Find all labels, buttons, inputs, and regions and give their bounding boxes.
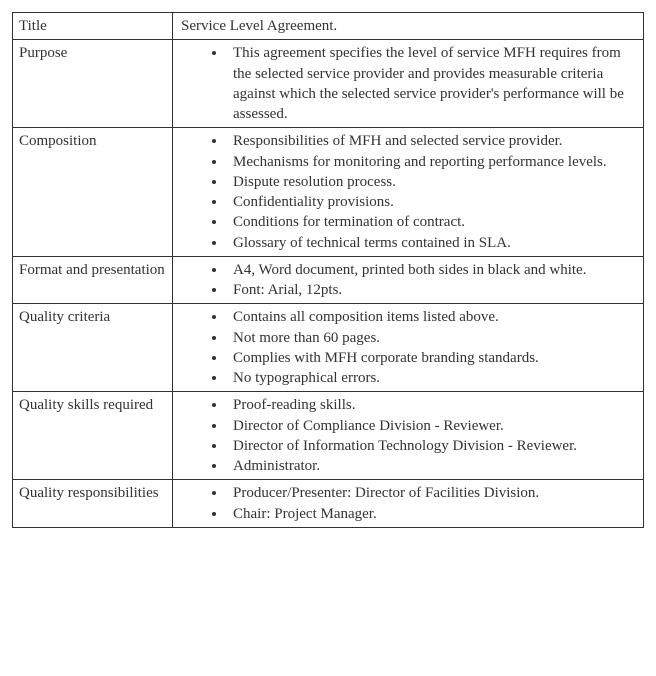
list-item: Conditions for termination of contract. [227, 212, 637, 232]
bullet-list: This agreement specifies the level of se… [179, 43, 637, 124]
list-item: Not more than 60 pages. [227, 328, 637, 348]
row-content: Service Level Agreement. [173, 13, 644, 40]
row-label: Composition [13, 128, 173, 257]
row-text: Service Level Agreement. [179, 16, 637, 36]
row-content: Proof-reading skills. Director of Compli… [173, 392, 644, 480]
table-row: Purpose This agreement specifies the lev… [13, 40, 644, 128]
table-row: Format and presentation A4, Word documen… [13, 256, 644, 304]
list-item: Mechanisms for monitoring and reporting … [227, 152, 637, 172]
row-label: Title [13, 13, 173, 40]
table-body: Title Service Level Agreement. Purpose T… [13, 13, 644, 528]
list-item: Dispute resolution process. [227, 172, 637, 192]
table-row: Quality responsibilities Producer/Presen… [13, 480, 644, 528]
list-item: Contains all composition items listed ab… [227, 307, 637, 327]
list-item: Administrator. [227, 456, 637, 476]
list-item: Responsibilities of MFH and selected ser… [227, 131, 637, 151]
bullet-list: Proof-reading skills. Director of Compli… [179, 395, 637, 476]
list-item: Confidentiality provisions. [227, 192, 637, 212]
bullet-list: Responsibilities of MFH and selected ser… [179, 131, 637, 253]
row-content: Responsibilities of MFH and selected ser… [173, 128, 644, 257]
table-row: Title Service Level Agreement. [13, 13, 644, 40]
list-item: Director of Compliance Division - Review… [227, 416, 637, 436]
bullet-list: Contains all composition items listed ab… [179, 307, 637, 388]
row-content: Contains all composition items listed ab… [173, 304, 644, 392]
table-row: Composition Responsibilities of MFH and … [13, 128, 644, 257]
bullet-list: Producer/Presenter: Director of Faciliti… [179, 483, 637, 524]
list-item: Proof-reading skills. [227, 395, 637, 415]
row-content: Producer/Presenter: Director of Faciliti… [173, 480, 644, 528]
list-item: Complies with MFH corporate branding sta… [227, 348, 637, 368]
row-label: Format and presentation [13, 256, 173, 304]
sla-table: Title Service Level Agreement. Purpose T… [12, 12, 644, 528]
row-content: This agreement specifies the level of se… [173, 40, 644, 128]
list-item: This agreement specifies the level of se… [227, 43, 637, 124]
row-label: Quality criteria [13, 304, 173, 392]
bullet-list: A4, Word document, printed both sides in… [179, 260, 637, 301]
list-item: Director of Information Technology Divis… [227, 436, 637, 456]
list-item: Font: Arial, 12pts. [227, 280, 637, 300]
row-content: A4, Word document, printed both sides in… [173, 256, 644, 304]
row-label: Quality skills required [13, 392, 173, 480]
table-row: Quality criteria Contains all compositio… [13, 304, 644, 392]
list-item: Chair: Project Manager. [227, 504, 637, 524]
list-item: Glossary of technical terms contained in… [227, 233, 637, 253]
row-label: Purpose [13, 40, 173, 128]
list-item: No typographical errors. [227, 368, 637, 388]
list-item: Producer/Presenter: Director of Faciliti… [227, 483, 637, 503]
table-row: Quality skills required Proof-reading sk… [13, 392, 644, 480]
list-item: A4, Word document, printed both sides in… [227, 260, 637, 280]
row-label: Quality responsibilities [13, 480, 173, 528]
